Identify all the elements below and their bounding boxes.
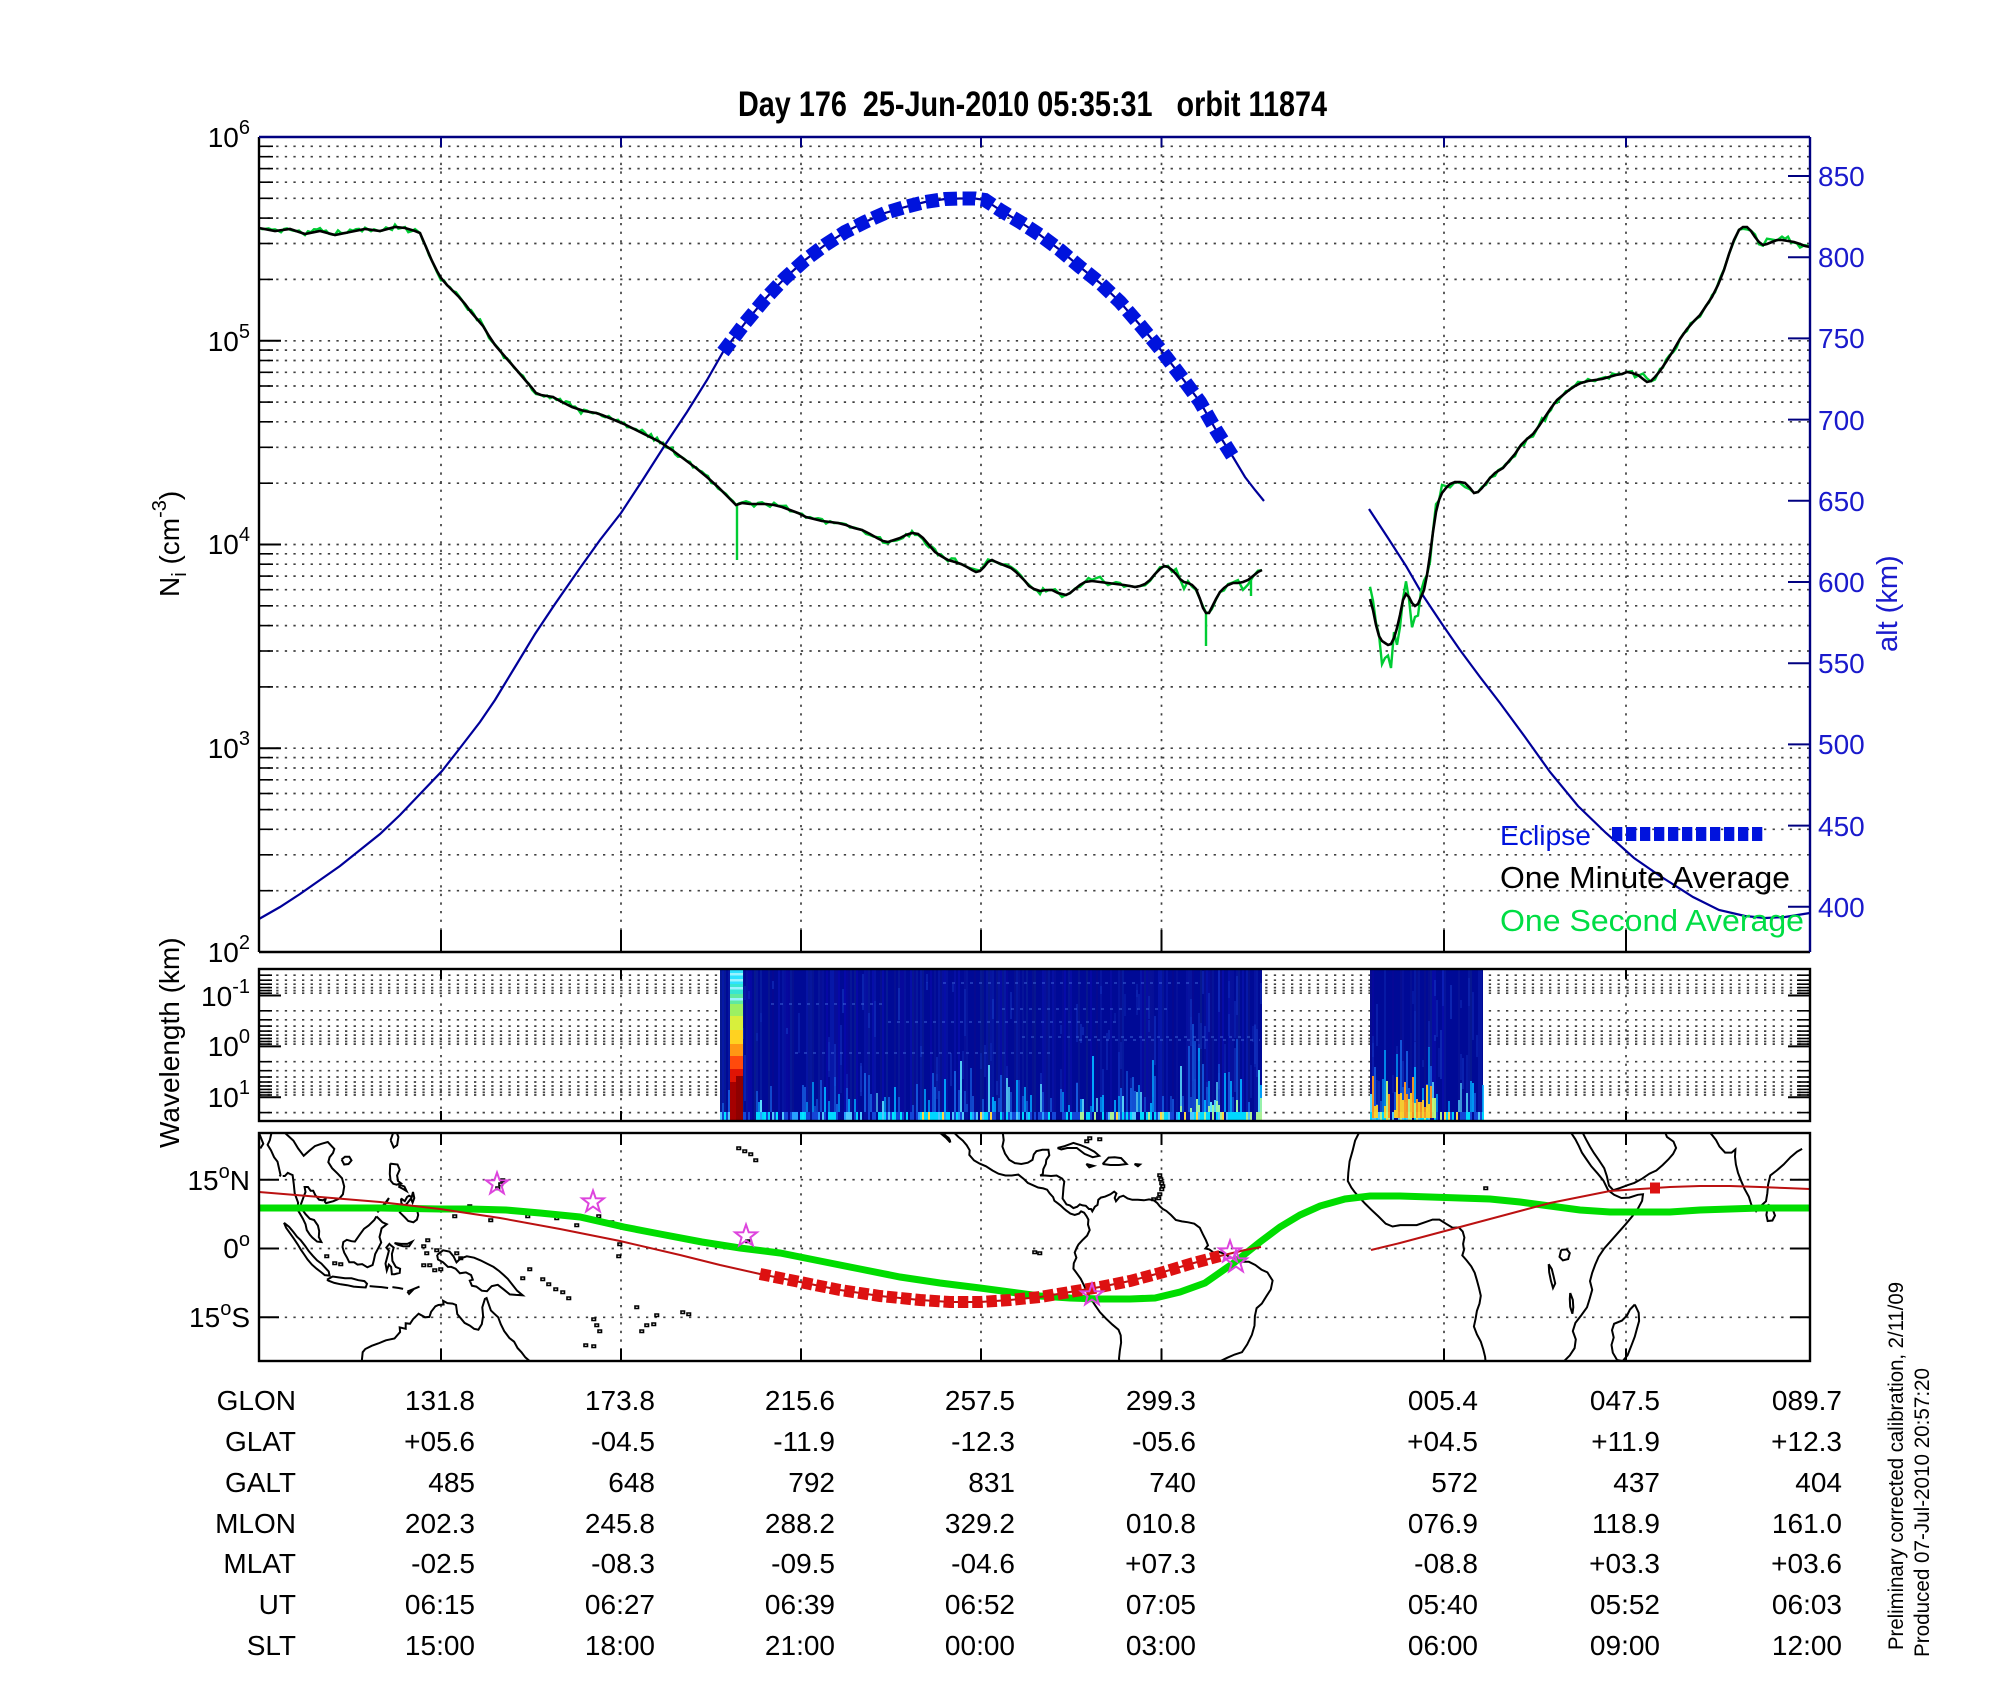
svg-text:076.9: 076.9 <box>1408 1508 1478 1539</box>
svg-text:05:52: 05:52 <box>1590 1589 1660 1620</box>
svg-text:One Minute Average: One Minute Average <box>1500 860 1790 895</box>
svg-text:15oN: 15oN <box>187 1161 250 1196</box>
svg-text:257.5: 257.5 <box>945 1385 1015 1416</box>
svg-text:+12.3: +12.3 <box>1771 1426 1842 1457</box>
svg-text:06:15: 06:15 <box>405 1589 475 1620</box>
svg-text:831: 831 <box>968 1467 1015 1498</box>
svg-text:+03.6: +03.6 <box>1771 1548 1842 1579</box>
svg-text:12:00: 12:00 <box>1772 1630 1842 1661</box>
svg-text:600: 600 <box>1818 567 1865 598</box>
svg-text:Wavelength (km): Wavelength (km) <box>154 937 185 1148</box>
svg-text:161.0: 161.0 <box>1772 1508 1842 1539</box>
svg-text:06:52: 06:52 <box>945 1589 1015 1620</box>
svg-text:648: 648 <box>608 1467 655 1498</box>
svg-text:15:00: 15:00 <box>405 1630 475 1661</box>
svg-text:06:03: 06:03 <box>1772 1589 1842 1620</box>
svg-text:-09.5: -09.5 <box>771 1548 835 1579</box>
svg-text:215.6: 215.6 <box>765 1385 835 1416</box>
svg-text:GLAT: GLAT <box>225 1426 296 1457</box>
svg-text:329.2: 329.2 <box>945 1508 1015 1539</box>
svg-text:-08.3: -08.3 <box>591 1548 655 1579</box>
svg-text:07:05: 07:05 <box>1126 1589 1196 1620</box>
svg-text:-08.8: -08.8 <box>1414 1548 1478 1579</box>
svg-text:03:00: 03:00 <box>1126 1630 1196 1661</box>
svg-text:One Second Average: One Second Average <box>1500 903 1804 938</box>
svg-text:MLAT: MLAT <box>223 1548 296 1579</box>
svg-text:06:39: 06:39 <box>765 1589 835 1620</box>
svg-text:740: 740 <box>1149 1467 1196 1498</box>
svg-text:09:00: 09:00 <box>1590 1630 1660 1661</box>
svg-text:Eclipse: Eclipse <box>1500 820 1591 851</box>
svg-text:404: 404 <box>1795 1467 1842 1498</box>
svg-text:06:27: 06:27 <box>585 1589 655 1620</box>
svg-text:Preliminary corrected calibrat: Preliminary corrected calibration, 2/11/… <box>1885 1282 1908 1650</box>
svg-text:18:00: 18:00 <box>585 1630 655 1661</box>
svg-text:437: 437 <box>1613 1467 1660 1498</box>
svg-text:Produced 07-Jul-2010 20:57:20: Produced 07-Jul-2010 20:57:20 <box>1911 1368 1934 1657</box>
svg-text:+05.6: +05.6 <box>404 1426 475 1457</box>
svg-text:GALT: GALT <box>225 1467 296 1498</box>
svg-text:GLON: GLON <box>217 1385 296 1416</box>
svg-text:-05.6: -05.6 <box>1132 1426 1196 1457</box>
svg-text:+11.9: +11.9 <box>1591 1426 1660 1457</box>
svg-text:850: 850 <box>1818 161 1865 192</box>
svg-text:800: 800 <box>1818 242 1865 273</box>
svg-text:010.8: 010.8 <box>1126 1508 1196 1539</box>
svg-text:UT: UT <box>259 1589 296 1620</box>
svg-text:-11.9: -11.9 <box>773 1426 835 1457</box>
svg-text:-04.5: -04.5 <box>591 1426 655 1457</box>
svg-text:MLON: MLON <box>215 1508 296 1539</box>
svg-text:+04.5: +04.5 <box>1407 1426 1478 1457</box>
svg-text:572: 572 <box>1431 1467 1478 1498</box>
svg-text:-12.3: -12.3 <box>951 1426 1015 1457</box>
svg-text:750: 750 <box>1818 323 1865 354</box>
svg-text:089.7: 089.7 <box>1772 1385 1842 1416</box>
svg-text:-02.5: -02.5 <box>411 1548 475 1579</box>
svg-text:-04.6: -04.6 <box>951 1548 1015 1579</box>
svg-text:700: 700 <box>1818 405 1865 436</box>
svg-text:550: 550 <box>1818 648 1865 679</box>
svg-text:106: 106 <box>208 117 250 153</box>
svg-text:21:00: 21:00 <box>765 1630 835 1661</box>
svg-text:400: 400 <box>1818 892 1865 923</box>
svg-text:118.9: 118.9 <box>1592 1508 1660 1539</box>
svg-text:alt (km): alt (km) <box>1872 555 1904 652</box>
svg-text:450: 450 <box>1818 811 1865 842</box>
svg-text:Day 176 25-Jun-2010 05:35:31: Day 176 25-Jun-2010 05:35:31 orbit 11874 <box>738 85 1327 124</box>
svg-text:047.5: 047.5 <box>1590 1385 1660 1416</box>
svg-text:+07.3: +07.3 <box>1125 1548 1196 1579</box>
svg-text:299.3: 299.3 <box>1126 1385 1196 1416</box>
svg-text:00:00: 00:00 <box>945 1630 1015 1661</box>
svg-text:485: 485 <box>428 1467 475 1498</box>
svg-text:131.8: 131.8 <box>405 1385 475 1416</box>
svg-text:650: 650 <box>1818 486 1865 517</box>
svg-text:06:00: 06:00 <box>1408 1630 1478 1661</box>
svg-text:202.3: 202.3 <box>405 1508 475 1539</box>
svg-text:792: 792 <box>788 1467 835 1498</box>
svg-text:500: 500 <box>1818 729 1865 760</box>
svg-text:+03.3: +03.3 <box>1589 1548 1660 1579</box>
svg-text:173.8: 173.8 <box>585 1385 655 1416</box>
svg-text:005.4: 005.4 <box>1408 1385 1478 1416</box>
svg-text:15oS: 15oS <box>189 1298 250 1333</box>
svg-text:05:40: 05:40 <box>1408 1589 1478 1620</box>
svg-text:SLT: SLT <box>247 1630 296 1661</box>
svg-text:288.2: 288.2 <box>765 1508 835 1539</box>
svg-text:245.8: 245.8 <box>585 1508 655 1539</box>
